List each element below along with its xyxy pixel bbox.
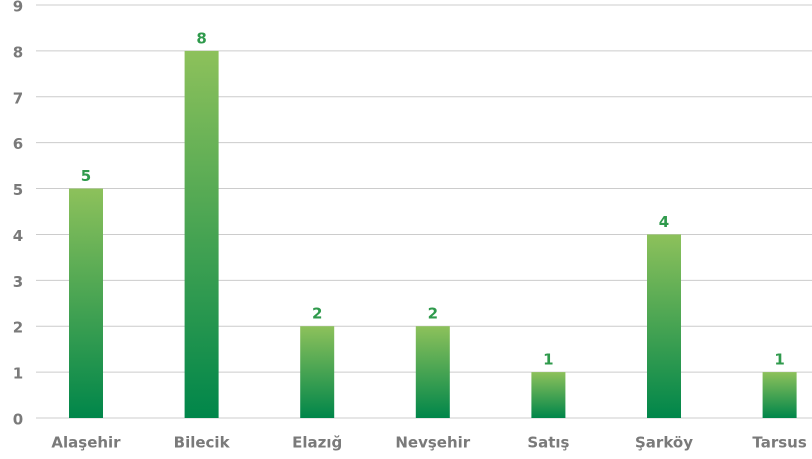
value-label: 1 [774, 351, 784, 369]
x-tick-label: Bilecik [174, 434, 231, 452]
x-tick-label: Elazığ [292, 434, 342, 452]
y-tick-label: 4 [13, 227, 23, 245]
value-label: 2 [428, 305, 438, 323]
x-tick-label: Tarsus [752, 434, 806, 452]
bar [300, 326, 335, 418]
x-tick-label: Nevşehir [395, 434, 470, 452]
y-tick-label: 3 [13, 273, 23, 291]
y-tick-label: 5 [13, 181, 23, 199]
value-label: 2 [312, 305, 322, 323]
value-label: 8 [196, 29, 206, 47]
x-tick-label: Şarköy [635, 434, 693, 452]
y-tick-label: 2 [13, 319, 23, 337]
value-label: 5 [81, 167, 91, 185]
y-tick-label: 7 [13, 89, 23, 107]
x-tick-label: Satış [527, 434, 569, 452]
bar [184, 50, 219, 419]
y-tick-label: 1 [13, 365, 23, 383]
bar [531, 372, 566, 418]
y-tick-label: 9 [13, 0, 23, 16]
value-label: 4 [659, 213, 669, 231]
bar [762, 372, 797, 418]
y-tick-label: 6 [13, 135, 23, 153]
value-label: 1 [543, 351, 553, 369]
y-tick-label: 0 [13, 411, 23, 429]
x-tick-label: Alaşehir [51, 434, 121, 452]
bar [647, 234, 681, 418]
bar [69, 188, 103, 418]
bar [415, 326, 450, 418]
y-tick-label: 8 [13, 43, 23, 61]
